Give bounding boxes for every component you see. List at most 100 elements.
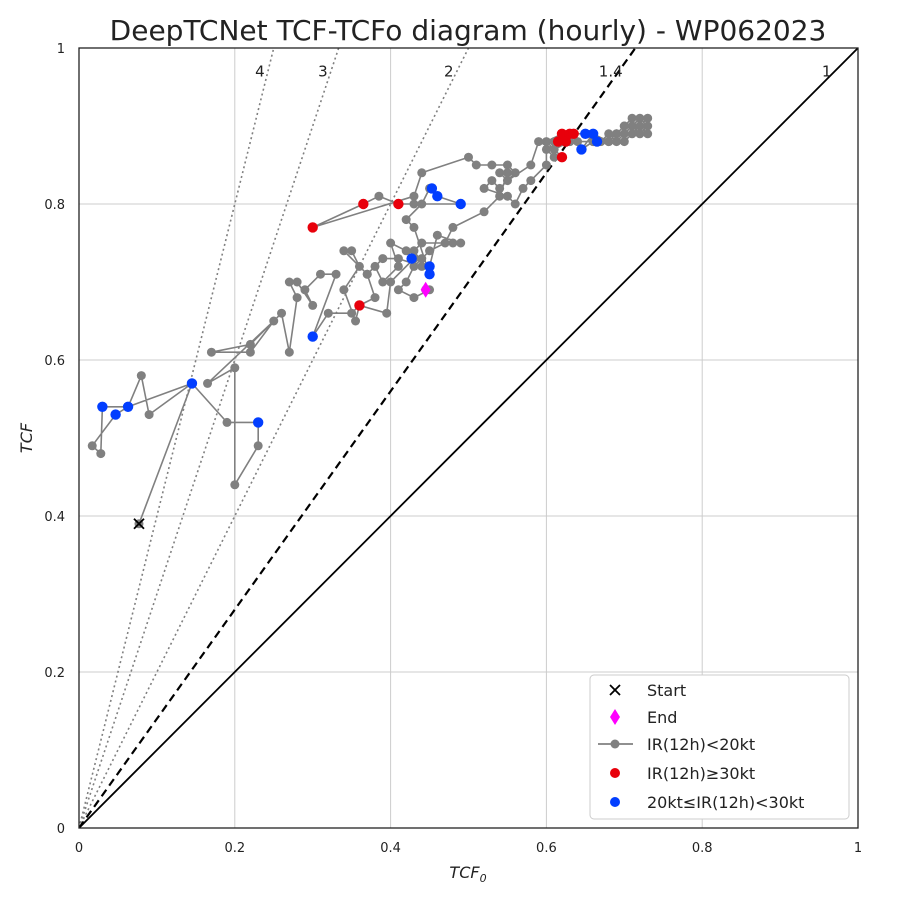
track-point-69 xyxy=(374,191,384,201)
x-axis-ticks: 0 0.2 0.4 0.6 0.8 1 xyxy=(75,841,862,856)
track-point-52 xyxy=(393,254,403,264)
track-point-40 xyxy=(370,261,380,271)
track-point-133 xyxy=(440,238,450,248)
mid-ir-point-4 xyxy=(252,417,264,428)
track-point-21 xyxy=(277,308,287,318)
track-point-58 xyxy=(417,238,427,248)
y-axis-ticks: 0 0.2 0.4 0.6 0.8 1 xyxy=(44,42,65,837)
mid-ir-point-15 xyxy=(591,136,603,147)
track-point-88 xyxy=(549,152,559,162)
track-point-46 xyxy=(386,277,396,287)
track-point-84 xyxy=(518,183,528,193)
high-ir-point-8 xyxy=(556,152,568,163)
track-point-11 xyxy=(222,417,232,427)
reference-line-label-1: 3 xyxy=(318,62,328,80)
track-point-17 xyxy=(269,316,279,326)
track-point-129 xyxy=(502,168,512,178)
high-ir-point-1 xyxy=(358,198,369,210)
track-point-56 xyxy=(456,238,466,248)
reference-line-0 xyxy=(79,48,275,828)
track-point-131 xyxy=(479,207,489,217)
x-axis-label: TCF0 xyxy=(449,863,486,885)
legend-low-icon xyxy=(598,739,633,749)
track-point-76 xyxy=(487,160,497,170)
high-ir-point-3 xyxy=(354,300,365,311)
track-point-139 xyxy=(409,293,419,303)
track-point-29 xyxy=(331,269,341,279)
track-point-77 xyxy=(502,160,512,170)
track-point-90 xyxy=(541,137,551,147)
reference-line-label-3: 1.4 xyxy=(599,62,623,80)
x-tick-label-4: 0.8 xyxy=(692,841,713,856)
track-point-78 xyxy=(510,168,520,178)
track-point-38 xyxy=(339,246,349,256)
track-point-27 xyxy=(300,285,310,295)
mid-ir-point-14 xyxy=(587,128,599,139)
x-tick-label-0: 0 xyxy=(75,841,83,856)
mid-ir-point-11 xyxy=(455,198,466,210)
y-tick-label-3: 0.6 xyxy=(44,354,65,369)
track-point-19 xyxy=(206,347,216,357)
track-point-108 xyxy=(612,137,622,147)
track-point-32 xyxy=(347,308,357,318)
y-tick-label-1: 0.2 xyxy=(44,666,65,681)
track-point-118 xyxy=(627,129,637,139)
x-tick-label-5: 1 xyxy=(854,841,862,856)
track-point-81 xyxy=(479,183,489,193)
mid-ir-point-8 xyxy=(424,269,435,280)
reference-line-label-4: 1 xyxy=(822,62,832,80)
track-point-51 xyxy=(378,254,388,264)
legend-end-label: End xyxy=(647,708,677,727)
track-point-2 xyxy=(144,410,154,420)
track-point-61 xyxy=(409,222,419,232)
track-point-109 xyxy=(604,129,614,139)
track-point-72 xyxy=(409,191,419,201)
track-point-103 xyxy=(635,113,645,123)
high-ir-point-5 xyxy=(556,128,568,139)
track-point-135 xyxy=(417,254,427,264)
track-point-112 xyxy=(619,121,629,131)
track-point-16 xyxy=(203,378,213,388)
reference-line-1 xyxy=(79,48,340,828)
x-axis-label-main: TCF xyxy=(449,863,480,882)
high-ir-point-6 xyxy=(560,136,572,147)
track-point-83 xyxy=(510,199,520,209)
track-point-136 xyxy=(409,261,419,271)
track-line xyxy=(91,117,649,525)
track-point-15 xyxy=(230,363,240,373)
track-point-57 xyxy=(448,238,458,248)
track-point-134 xyxy=(425,246,435,256)
track-point-24 xyxy=(284,277,294,287)
track-point-47 xyxy=(382,308,392,318)
track-point-127 xyxy=(502,176,512,186)
mid-ir-point-10 xyxy=(432,191,443,202)
track-point-35 xyxy=(339,285,349,295)
mid-ir-point-3 xyxy=(186,378,198,389)
mid-ir-point-1 xyxy=(110,409,121,420)
y-axis-label: TCF xyxy=(17,422,36,453)
legend: Start End IR(12h)<20kt IR(12h)≥30kt 20kt… xyxy=(589,674,850,820)
track-point-44 xyxy=(401,246,411,256)
track-point-114 xyxy=(643,113,653,123)
track-point-125 xyxy=(534,137,544,147)
track-point-34 xyxy=(351,316,361,326)
y-tick-label-4: 0.8 xyxy=(44,198,65,213)
mid-ir-point-6 xyxy=(406,253,417,264)
track-point-82 xyxy=(502,191,512,201)
track-point-79 xyxy=(495,183,505,193)
legend-mid-label: 20kt≤IR(12h)<30kt xyxy=(647,793,804,812)
track-point-107 xyxy=(619,129,629,139)
chart-title: DeepTCNet TCF-TCFo diagram (hourly) - WP… xyxy=(110,14,827,47)
track-point-43 xyxy=(386,238,396,248)
reference-line-labels: 4 3 2 1.4 1 xyxy=(255,62,831,80)
track-point-73 xyxy=(417,168,427,178)
high-ir-point-9 xyxy=(568,128,579,139)
x-tick-label-2: 0.4 xyxy=(380,841,401,856)
track-point-122 xyxy=(573,137,583,147)
track-point-85 xyxy=(526,176,536,186)
track-point-80 xyxy=(487,176,497,186)
track-point-106 xyxy=(627,121,637,131)
track-point-3 xyxy=(136,371,146,381)
track-point-137 xyxy=(401,277,411,287)
